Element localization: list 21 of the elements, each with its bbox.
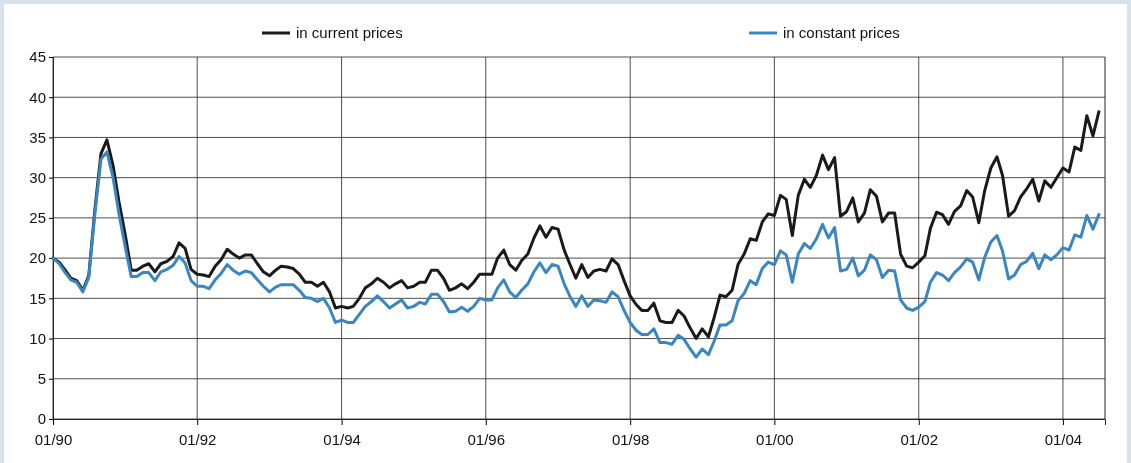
legend-label: in constant prices: [783, 24, 900, 41]
x-tick-label: 01/02: [900, 430, 939, 448]
y-tick-label: 30: [29, 168, 46, 186]
y-tick-label: 35: [29, 128, 46, 146]
x-tick-label: 01/90: [34, 430, 73, 448]
y-tick-label: 0: [37, 410, 46, 428]
line-series: [51, 150, 1101, 359]
y-tick-label: 10: [29, 329, 46, 347]
x-tick-label: 01/00: [756, 430, 794, 448]
x-tick-label: 01/96: [467, 430, 506, 448]
x-tick-label: 01/94: [323, 430, 361, 448]
y-tick-label: 15: [29, 289, 46, 307]
x-tick-label: 01/04: [1044, 430, 1083, 448]
y-tick-label: 40: [29, 88, 46, 106]
y-tick-label: 5: [37, 370, 46, 388]
x-tick-label: 01/98: [611, 430, 650, 448]
legend-label: in current prices: [296, 24, 403, 41]
y-tick-label: 45: [29, 48, 46, 66]
y-tick-label: 20: [29, 249, 46, 267]
y-tick-label: 25: [29, 209, 46, 227]
x-tick-label: 01/92: [178, 430, 217, 448]
